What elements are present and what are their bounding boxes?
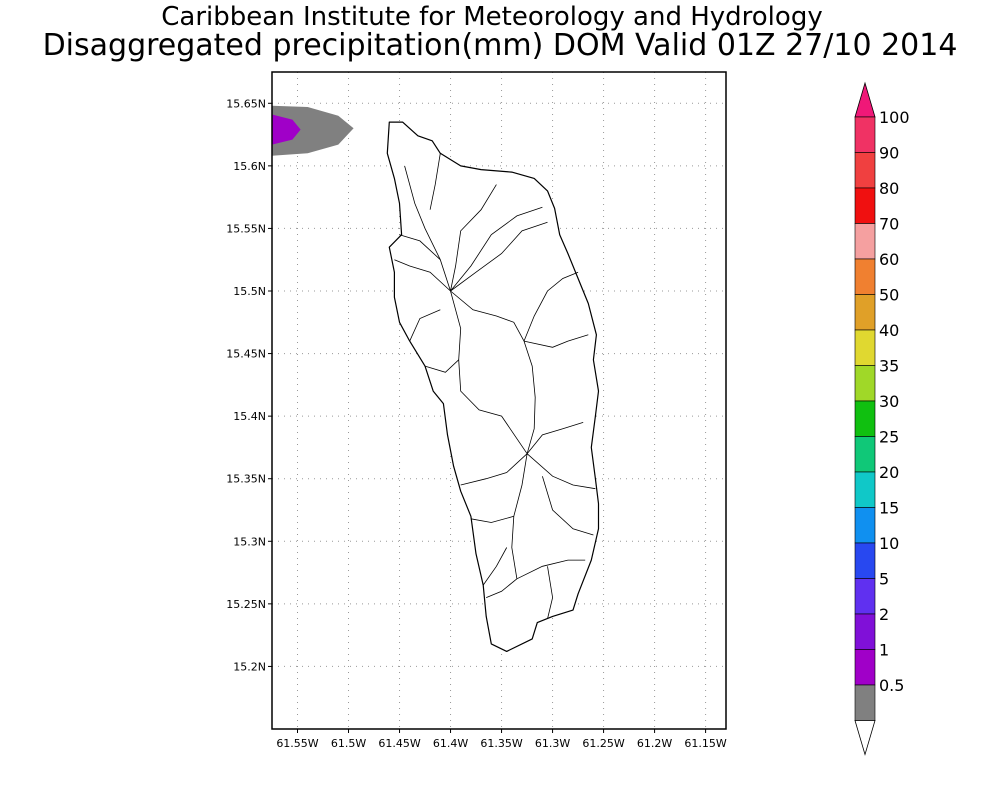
colorbar-segment: [854, 507, 876, 544]
x-tick-label: 61.35W: [480, 737, 522, 750]
precipitation-areas: [272, 105, 354, 156]
parish-boundary: [542, 476, 594, 536]
colorbar-label: 20: [879, 463, 899, 482]
colorbar-label: 10: [879, 534, 899, 553]
precip-area-0.5-1: [272, 105, 354, 156]
colorbar-label: 35: [879, 357, 899, 376]
colorbar-segment: [854, 471, 876, 508]
colorbar-segment: [854, 436, 876, 473]
parish-boundary: [526, 422, 584, 454]
colorbar-segment: [854, 258, 876, 295]
x-tick-label: 61.3W: [535, 737, 570, 750]
colorbar-label: 70: [879, 215, 899, 234]
colorbar-label: 1: [879, 641, 889, 660]
parish-boundary: [470, 515, 514, 523]
x-tick-label: 61.2W: [637, 737, 672, 750]
colorbar-segment: [854, 116, 876, 153]
colorbar-segment: [854, 187, 876, 224]
x-tick-label: 61.5W: [331, 737, 366, 750]
parish-boundary: [523, 334, 589, 348]
map-frame: [271, 71, 727, 730]
parish-boundary: [450, 184, 497, 292]
parish-boundary: [458, 359, 528, 454]
colorbar-segment: [854, 223, 876, 260]
colorbar-segment: [854, 649, 876, 686]
colorbar-label: 0.5: [879, 676, 904, 695]
parish-boundary: [523, 271, 579, 342]
y-tick-label: 15.4N: [233, 410, 266, 423]
parish-boundary: [526, 453, 596, 490]
parish-boundary: [394, 259, 451, 292]
parish-boundary: [516, 559, 586, 580]
colorbar-segment: [854, 578, 876, 615]
parish-boundary: [450, 206, 543, 292]
colorbar-label: 25: [879, 428, 899, 447]
parish-boundary: [450, 290, 525, 342]
colorbar-bottom-arrow: [854, 720, 876, 756]
colorbar-label: 15: [879, 499, 899, 518]
colorbar-label: 90: [879, 144, 899, 163]
x-tick-label: 61.45W: [378, 737, 420, 750]
colorbar-label: 5: [879, 570, 889, 589]
colorbar: 100 90 80 70 60 50 40 35 30 25 20 15 10 5 2 1 0.5: [854, 81, 910, 756]
x-tick-label: 61.15W: [684, 737, 726, 750]
map-title: Disaggregated precipitation(mm) DOM Vali…: [42, 28, 958, 63]
colorbar-segment: [854, 365, 876, 402]
colorbar-label: 60: [879, 250, 899, 269]
parish-boundary: [547, 566, 554, 619]
colorbar-segment: [854, 542, 876, 579]
colorbar-top-arrow: [854, 81, 876, 118]
parish-boundary: [409, 309, 441, 342]
parish-boundary: [404, 165, 451, 292]
colorbar-label: 30: [879, 392, 899, 411]
colorbar-label: 80: [879, 179, 899, 198]
y-tick-label: 15.2N: [233, 660, 266, 673]
parish-boundary: [399, 234, 441, 260]
island-coastline: [386, 121, 600, 653]
colorbar-label: 50: [879, 286, 899, 305]
colorbar-label: 40: [879, 321, 899, 340]
colorbar-label: 100: [879, 108, 910, 127]
colorbar-segment: [854, 684, 876, 721]
axis-tick-labels: 61.55W 61.5W 61.45W 61.4W 61.35W 61.3W 61.25W 6…: [226, 97, 727, 750]
colorbar-label: 2: [879, 605, 889, 624]
colorbar-segment: [854, 152, 876, 189]
y-tick-label: 15.45N: [226, 348, 266, 361]
parish-boundary: [523, 340, 536, 454]
dominica-island: [386, 121, 600, 653]
x-tick-label: 61.4W: [433, 737, 468, 750]
colorbar-segment: [854, 400, 876, 437]
colorbar-segment: [854, 613, 876, 650]
grid-lines: [272, 72, 726, 729]
parish-boundary: [450, 221, 548, 292]
y-tick-label: 15.3N: [233, 535, 266, 548]
parish-boundary: [486, 578, 518, 598]
y-tick-label: 15.5N: [233, 285, 266, 298]
x-tick-label: 61.25W: [582, 737, 624, 750]
y-tick-label: 15.65N: [226, 97, 266, 110]
y-tick-label: 15.55N: [226, 222, 266, 235]
x-tick-label: 61.55W: [276, 737, 318, 750]
y-tick-label: 15.6N: [233, 160, 266, 173]
y-tick-label: 15.35N: [226, 473, 266, 486]
colorbar-segment: [854, 294, 876, 331]
parish-boundary: [429, 153, 441, 210]
precip-area-1-2: [272, 114, 301, 145]
colorbar-segment: [854, 329, 876, 366]
parish-boundary: [482, 547, 508, 586]
parish-boundary: [460, 453, 528, 486]
y-tick-label: 15.25N: [226, 598, 266, 611]
institute-title: Caribbean Institute for Meteorology and …: [161, 2, 823, 32]
